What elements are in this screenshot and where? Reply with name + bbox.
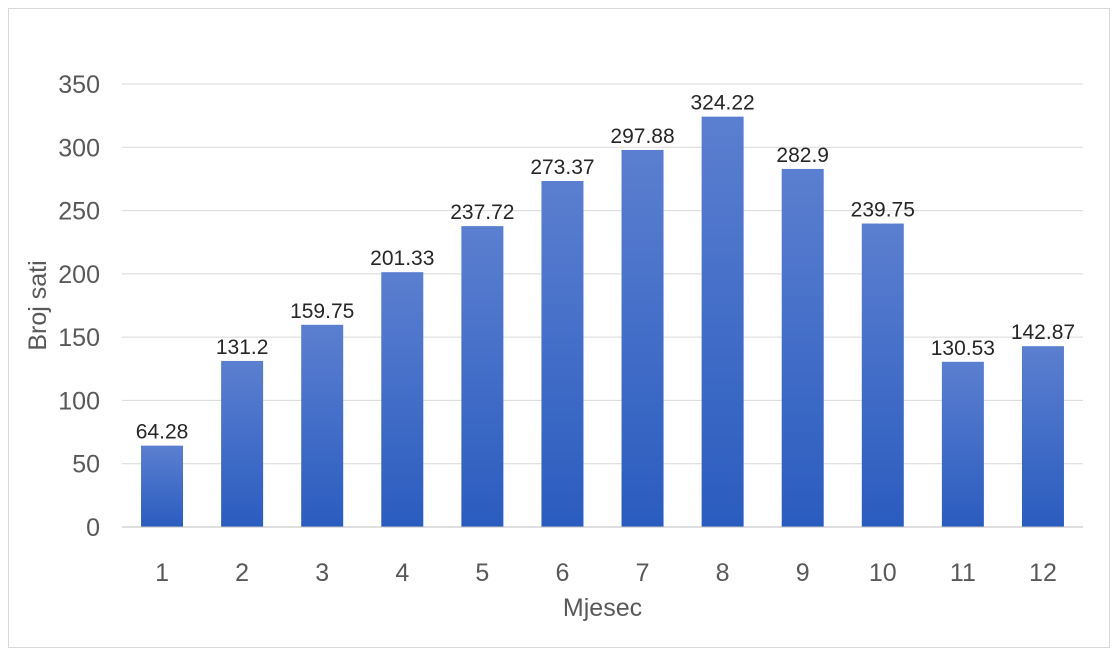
x-tick-label: 11 (950, 559, 976, 587)
x-tick-label: 12 (1029, 559, 1057, 587)
data-label: 282.9 (776, 144, 829, 167)
x-tick-label: 2 (235, 559, 249, 587)
y-axis-title: Broj sati (24, 260, 52, 350)
y-tick-label: 50 (72, 451, 100, 479)
data-labels: 64.28 131.2 159.75 201.33 237.72 273.37 297.88… (136, 92, 1075, 444)
data-label: 130.53 (931, 337, 995, 360)
data-label: 297.88 (610, 125, 674, 148)
bar (541, 180, 584, 527)
bar (1021, 346, 1064, 527)
x-tick-label: 1 (155, 559, 169, 587)
bar (861, 223, 904, 528)
x-tick-label: 8 (716, 559, 730, 587)
bar (381, 272, 424, 527)
x-axis-ticks: 1 2 3 4 5 6 7 8 9 10 11 12 (155, 559, 1057, 587)
bar (701, 116, 744, 527)
gridlines (122, 83, 1083, 465)
bar (621, 149, 664, 527)
data-label: 239.75 (851, 199, 915, 222)
bar (781, 168, 824, 527)
y-tick-label: 300 (58, 134, 100, 162)
y-axis-ticks: 0 50 100 150 200 250 300 350 (58, 71, 100, 542)
bar (941, 361, 984, 527)
data-label: 159.75 (290, 300, 354, 323)
y-tick-label: 250 (58, 198, 100, 226)
x-tick-label: 7 (636, 559, 650, 587)
y-tick-label: 200 (58, 261, 100, 289)
bar (221, 360, 264, 527)
data-label: 237.72 (450, 201, 514, 224)
y-tick-label: 150 (58, 324, 100, 352)
bar-chart: 64.28 131.2 159.75 201.33 237.72 273.37 297.88… (24, 71, 1083, 622)
x-tick-label: 4 (395, 559, 409, 587)
data-label: 201.33 (370, 247, 434, 270)
x-tick-label: 6 (556, 559, 570, 587)
bar (301, 324, 344, 527)
y-tick-label: 350 (58, 71, 100, 99)
data-label: 142.87 (1011, 321, 1075, 344)
x-tick-label: 3 (315, 559, 329, 587)
data-label: 64.28 (136, 421, 189, 444)
data-label: 273.37 (530, 156, 594, 179)
y-tick-label: 100 (58, 387, 100, 415)
x-tick-label: 9 (796, 559, 810, 587)
data-label: 324.22 (691, 92, 755, 115)
x-tick-label: 10 (869, 559, 897, 587)
bars (141, 116, 1064, 528)
data-label: 131.2 (216, 336, 269, 359)
x-tick-label: 5 (475, 559, 489, 587)
bar (141, 445, 184, 527)
x-axis-title: Mjesec (563, 594, 642, 622)
y-tick-label: 0 (86, 514, 100, 542)
bar (461, 226, 504, 528)
